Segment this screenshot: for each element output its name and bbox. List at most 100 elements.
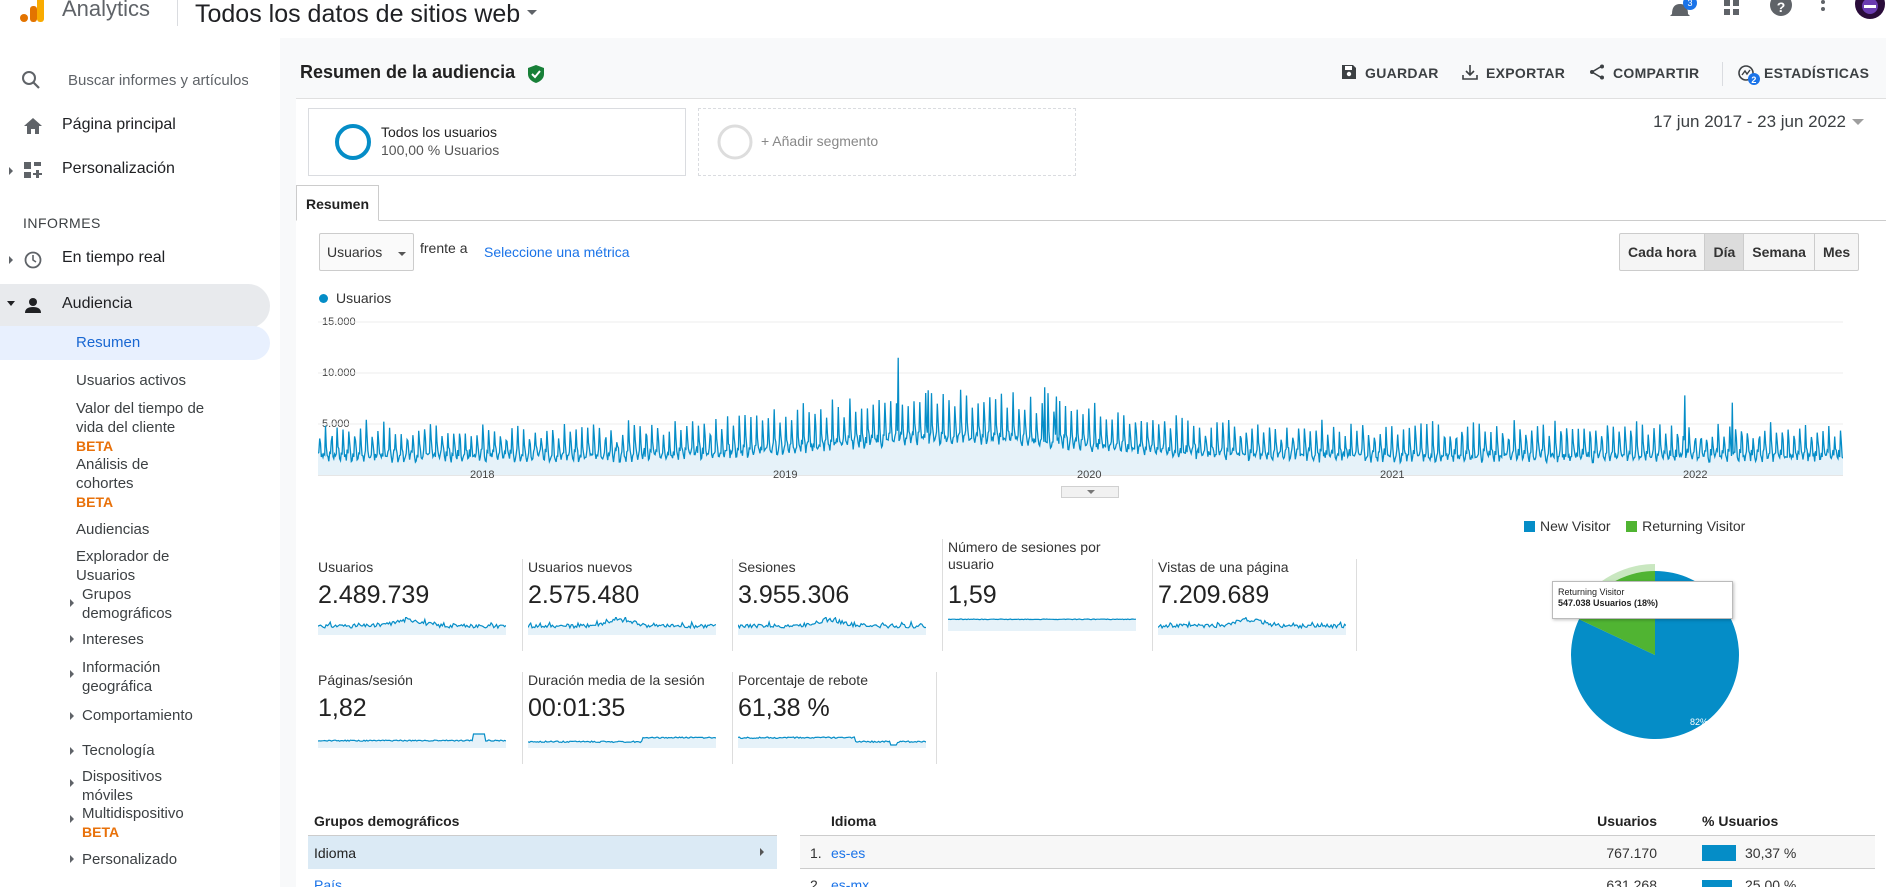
scorecard-vistas-pagina[interactable]: Vistas de una página 7.209.689 [1152, 559, 1364, 651]
insights-button[interactable]: 2 ESTADÍSTICAS [1737, 65, 1877, 85]
more-vert-icon[interactable] [1818, 0, 1828, 18]
metric-dropdown[interactable]: Usuarios [319, 233, 414, 271]
avatar[interactable] [1854, 0, 1886, 24]
scorecard-sparkline [528, 617, 716, 635]
sidebar-item-valor-tiempo[interactable]: Valor del tiempo de vida del cliente BET… [76, 399, 226, 456]
date-range-picker[interactable]: 17 jun 2017 - 23 jun 2022 [1653, 112, 1846, 131]
search-input[interactable]: Buscar informes y artículos [68, 72, 248, 89]
sparkline-area [948, 619, 1136, 631]
language-link[interactable]: es-es [831, 845, 866, 861]
apps-grid-icon[interactable] [1722, 0, 1742, 18]
chart-resize-handle[interactable] [1061, 486, 1119, 498]
sidebar-item-analisis-cohortes[interactable]: Análisis de cohortes BETA [76, 455, 166, 512]
sidebar-search[interactable]: Buscar informes y artículos [0, 60, 280, 100]
sidebar-item-resumen[interactable]: Resumen [0, 326, 270, 360]
sidebar-item-explorador[interactable]: Explorador de Usuarios [76, 548, 170, 584]
svg-text:?: ? [1777, 0, 1786, 15]
scorecard-value: 1,59 [948, 581, 997, 609]
select-metric-link[interactable]: Seleccione una métrica [484, 244, 630, 260]
sidebar-item-grupos-demograficos[interactable]: Grupos demográficos [82, 586, 173, 622]
legend-returning-visitor: Returning Visitor [1642, 518, 1746, 534]
row-index: 2. [810, 877, 822, 887]
property-selector[interactable]: Todos los datos de sitios web [195, 0, 521, 28]
insights-icon: 2 [1738, 65, 1760, 85]
granularity-hourly[interactable]: Cada hora [1620, 234, 1706, 270]
scorecard-sesiones-por-usuario[interactable]: Número de sesiones por usuario 1,59 [942, 539, 1154, 651]
sidebar-item-multidispositivo[interactable]: Multidispositivo BETA [82, 804, 232, 842]
sidebar-item-label: Personalización [62, 160, 175, 177]
beta-badge: BETA [76, 438, 114, 454]
export-button[interactable]: EXPORTAR [1462, 65, 1572, 85]
row-users: 631.268 [1606, 877, 1657, 887]
percent-bar [1702, 880, 1732, 887]
granularity-week[interactable]: Semana [1744, 234, 1815, 270]
x-tick-label: 2021 [1380, 469, 1405, 481]
scorecard-paginas-sesion[interactable]: Páginas/sesión 1,82 [318, 672, 524, 764]
sidebar-item-label: Resumen [76, 334, 141, 351]
scorecard-sparkline [318, 617, 506, 635]
help-icon[interactable]: ? [1770, 0, 1792, 18]
add-segment[interactable]: + Añadir segmento [698, 108, 1076, 176]
sidebar-item-intereses[interactable]: Intereses [82, 631, 144, 648]
scorecard-divider [522, 559, 523, 651]
save-button[interactable]: GUARDAR [1341, 65, 1446, 85]
sidebar-item-home[interactable]: Página principal [0, 108, 270, 148]
notifications-icon[interactable]: 3 [1668, 0, 1698, 22]
users-line-chart[interactable] [318, 312, 1843, 487]
save-label: GUARDAR [1365, 65, 1439, 81]
scorecard-divider [942, 539, 943, 651]
segment-all-users[interactable]: Todos los usuarios 100,00 % Usuarios [308, 108, 686, 176]
scorecard-usuarios-nuevos[interactable]: Usuarios nuevos 2.575.480 [522, 559, 734, 651]
scorecard-label: Número de sesiones por usuario [948, 539, 1101, 572]
topbar-divider [177, 0, 178, 26]
segment-subtitle: 100,00 % Usuarios [381, 142, 500, 158]
demographics-title: Grupos demográficos [314, 813, 460, 829]
sidebar-item-comportamiento[interactable]: Comportamiento [82, 707, 193, 724]
header-users-percent: % Usuarios [1702, 813, 1779, 829]
share-button[interactable]: COMPARTIR [1589, 64, 1709, 85]
scorecard-value: 61,38 % [738, 694, 830, 722]
sidebar-item-audience[interactable]: Audiencia [0, 284, 270, 328]
scorecard-divider [732, 559, 733, 651]
scorecard-usuarios[interactable]: Usuarios 2.489.739 [318, 559, 524, 651]
header-language: Idioma [831, 813, 877, 829]
sparkline-area [1158, 617, 1346, 635]
row-percent: 30,37 % [1745, 845, 1797, 861]
sidebar-item-info-geo[interactable]: Información geográfica [82, 659, 161, 695]
sparkline-area [318, 617, 506, 635]
expand-arrow-icon [70, 779, 74, 787]
granularity-month[interactable]: Mes [1822, 244, 1851, 260]
sidebar-item-realtime[interactable]: En tiempo real [0, 241, 270, 281]
granularity-day[interactable]: Día [1705, 234, 1745, 270]
visitor-pie-chart[interactable]: 82% [1545, 545, 1765, 765]
language-link[interactable]: es-mx [831, 877, 870, 887]
row-index: 1. [810, 845, 822, 861]
table-row[interactable]: 2. es-mx 631.268 25,00 % [800, 877, 1875, 887]
sidebar-item-dispositivos[interactable]: Dispositivos móviles [82, 768, 163, 804]
header-divider [1722, 62, 1723, 86]
sidebar-item-label: Multidispositivo [82, 805, 184, 822]
sparkline-area [528, 737, 716, 748]
scorecard-value: 7.209.689 [1158, 581, 1270, 609]
sidebar-item-personalizado[interactable]: Personalizado [82, 851, 178, 868]
top-bar: Analytics Todos los datos de sitios web … [0, 0, 1886, 38]
table-row[interactable]: 1. es-es 767.170 30,37 % [800, 835, 1875, 869]
sidebar-item-audiencias[interactable]: Audiencias [76, 521, 150, 538]
sidebar-item-customization[interactable]: Personalización [0, 152, 270, 192]
expand-arrow-icon [9, 256, 13, 264]
scorecard-duracion-media[interactable]: Duración media de la sesión 00:01:35 [522, 672, 734, 764]
date-caret-icon[interactable] [1852, 119, 1864, 125]
property-caret-icon[interactable] [527, 10, 537, 15]
search-icon [22, 71, 40, 89]
scorecard-porcentaje-rebote[interactable]: Porcentaje de rebote 61,38 % [732, 672, 944, 764]
demographics-row-language[interactable]: Idioma [308, 835, 777, 869]
sidebar-item-tecnologia[interactable]: Tecnología [82, 742, 155, 759]
sidebar-item-label: Análisis de cohortes [76, 456, 149, 492]
users-series-line [318, 357, 1843, 465]
granularity-toggle: Cada hora Día Semana Mes [1619, 233, 1860, 271]
sidebar-item-usuarios-activos[interactable]: Usuarios activos [76, 372, 187, 389]
demographics-row-country[interactable]: País [314, 877, 343, 887]
scorecard-sesiones[interactable]: Sesiones 3.955.306 [732, 559, 944, 651]
scorecard-label: Porcentaje de rebote [738, 672, 868, 688]
tab-resumen[interactable]: Resumen [296, 185, 380, 221]
